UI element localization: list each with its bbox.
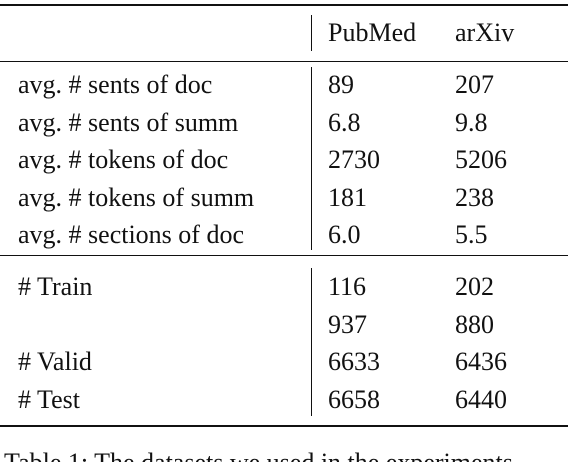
value-cell: 207 — [455, 70, 494, 99]
column-divider — [311, 15, 312, 51]
row-label: # Test — [18, 384, 80, 414]
value-cell: 9.8 — [455, 107, 488, 137]
column-divider — [311, 268, 312, 416]
value-cell: 181 — [328, 182, 367, 212]
row-label: avg. # sents of summ — [18, 107, 239, 137]
bottom-rule — [0, 425, 568, 427]
header-rule — [0, 61, 568, 62]
value-cell: 6.8 — [328, 107, 361, 137]
value-cell: 2730 — [328, 145, 380, 174]
caption: Table 1: The datasets we used in the exp… — [4, 448, 519, 462]
value-cell: 89 — [328, 70, 354, 99]
group-rule — [0, 255, 568, 256]
row-label: # Valid — [18, 347, 92, 376]
value-cell: 6440 — [455, 384, 507, 414]
row-label: avg. # tokens of summ — [18, 182, 255, 212]
row-label: avg. # tokens of doc — [18, 145, 229, 174]
top-rule — [0, 4, 568, 6]
value-cell: 937 — [328, 309, 367, 339]
row-label: avg. # sents of doc — [18, 70, 213, 99]
value-cell: 5.5 — [455, 220, 488, 249]
value-cell: 6633 — [328, 347, 380, 376]
value-cell: 6.0 — [328, 220, 361, 249]
value-cell: 238 — [455, 182, 494, 212]
value-cell: 116 — [328, 272, 367, 301]
row-label: avg. # sections of doc — [18, 220, 245, 249]
column-divider — [311, 67, 312, 250]
value-cell: 6658 — [328, 384, 380, 414]
value-cell: 202 — [455, 272, 494, 301]
value-cell: 880 — [455, 309, 494, 339]
header-cell: arXiv — [455, 18, 515, 47]
value-cell: 5206 — [455, 145, 507, 174]
header-cell: PubMed — [328, 18, 417, 47]
value-cell: 6436 — [455, 347, 507, 376]
row-label: # Train — [18, 272, 93, 301]
